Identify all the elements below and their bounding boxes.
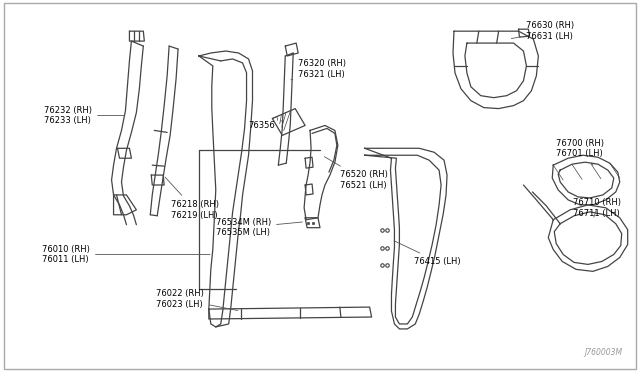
Text: J760003M: J760003M [584,348,623,357]
Text: 76534M (RH)
76535M (LH): 76534M (RH) 76535M (LH) [216,218,302,237]
Text: 76232 (RH)
76233 (LH): 76232 (RH) 76233 (LH) [44,106,125,125]
Text: 76415 (LH): 76415 (LH) [394,241,461,266]
Text: 76630 (RH)
76631 (LH): 76630 (RH) 76631 (LH) [511,22,575,41]
Text: 76710 (RH)
76711 (LH): 76710 (RH) 76711 (LH) [573,198,621,218]
Text: 76700 (RH)
76701 (LH): 76700 (RH) 76701 (LH) [556,139,604,165]
Text: 76010 (RH)
76011 (LH): 76010 (RH) 76011 (LH) [42,245,210,264]
Text: 76022 (RH)
76023 (LH): 76022 (RH) 76023 (LH) [156,289,238,311]
Text: 76218 (RH)
76219 (LH): 76218 (RH) 76219 (LH) [165,177,219,219]
Text: 76356: 76356 [248,121,284,130]
Text: 76520 (RH)
76521 (LH): 76520 (RH) 76521 (LH) [324,157,388,190]
Text: 76320 (RH)
76321 (LH): 76320 (RH) 76321 (LH) [291,59,346,80]
